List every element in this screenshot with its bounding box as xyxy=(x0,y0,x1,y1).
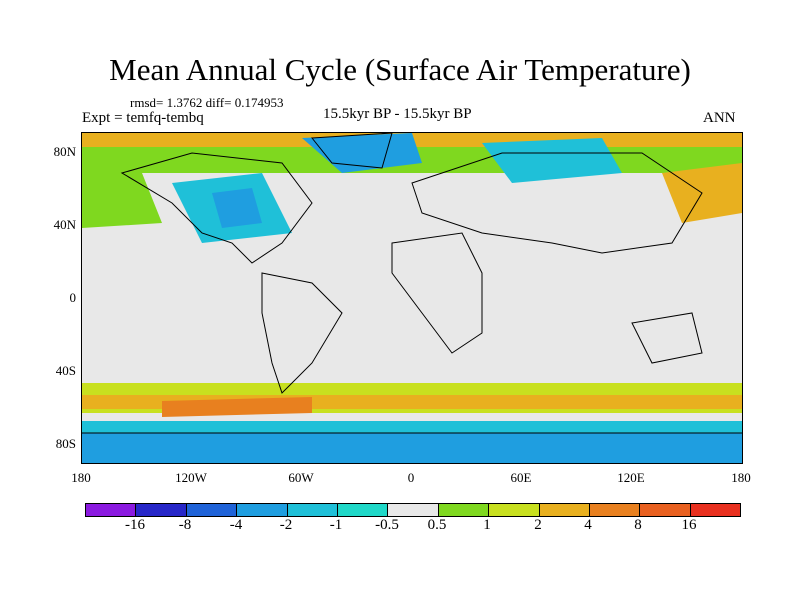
north-america-coast xyxy=(120,152,313,264)
colorbar-swatch xyxy=(287,504,338,516)
x-tick-label: 60E xyxy=(510,470,532,485)
coastlines xyxy=(82,133,742,434)
colorbar-label: -2 xyxy=(279,517,293,533)
greenland-coast xyxy=(311,133,393,169)
colorbar-swatch xyxy=(589,504,641,516)
colorbar-label: 0.5 xyxy=(427,517,447,533)
eurasia-coast xyxy=(411,152,703,254)
colorbar-label: 1 xyxy=(483,517,491,533)
colorbar-swatch xyxy=(539,504,590,516)
colorbar-swatch xyxy=(186,504,238,516)
period-label: 15.5kyr BP - 15.5kyr BP xyxy=(323,106,472,122)
colorbar xyxy=(85,503,741,517)
colorbar-label: -16 xyxy=(125,517,145,533)
colorbar-swatch xyxy=(86,504,137,516)
x-tick-label: 180 xyxy=(731,470,751,485)
colorbar-label: 16 xyxy=(681,517,697,533)
africa-coast xyxy=(391,232,483,354)
south-america-coast xyxy=(261,272,343,394)
y-tick-label: 80N xyxy=(53,144,76,159)
colorbar-label: -8 xyxy=(178,517,192,533)
y-tick-label: 0 xyxy=(69,290,77,305)
antarctic-inner xyxy=(82,433,742,463)
north-america-core xyxy=(212,188,262,228)
colorbar-swatch xyxy=(690,504,741,516)
season-label: ANN xyxy=(703,110,736,126)
colorbar-swatch xyxy=(237,504,288,516)
colorbar-swatch xyxy=(337,504,389,516)
colorbar-label: 4 xyxy=(584,517,592,533)
colorbar-swatch xyxy=(640,504,691,516)
x-tick-label: 120E xyxy=(617,470,645,485)
stats-text: rmsd= 1.3762 diff= 0.174953 xyxy=(130,95,284,110)
x-tick-label: 180 xyxy=(71,470,91,485)
y-tick-label: 80S xyxy=(55,436,76,451)
map-svg xyxy=(82,133,742,463)
colorbar-swatch xyxy=(388,504,439,516)
x-tick-label: 0 xyxy=(407,470,415,485)
colorbar-label: 2 xyxy=(534,517,542,533)
colorbar-swatch xyxy=(489,504,540,516)
map-panel xyxy=(81,132,743,464)
colorbar-label: -4 xyxy=(229,517,243,533)
eurasia-anomaly xyxy=(482,138,622,183)
colorbar-swatch xyxy=(136,504,187,516)
colorbar-label: 8 xyxy=(634,517,642,533)
southern-hot-patch xyxy=(162,397,312,417)
north-pacific-green xyxy=(82,173,162,228)
chart-title: Mean Annual Cycle (Surface Air Temperatu… xyxy=(109,52,691,87)
y-tick-label: 40N xyxy=(53,217,76,232)
colorbar-swatch xyxy=(438,504,490,516)
x-tick-label: 120W xyxy=(175,470,207,485)
australia-coast xyxy=(631,312,703,364)
y-tick-label: 40S xyxy=(55,363,76,378)
experiment-label: Expt = temfq-tembq xyxy=(82,110,204,126)
colorbar-label: -1 xyxy=(329,517,343,533)
x-tick-label: 60W xyxy=(288,470,314,485)
colorbar-label: -0.5 xyxy=(375,517,399,533)
